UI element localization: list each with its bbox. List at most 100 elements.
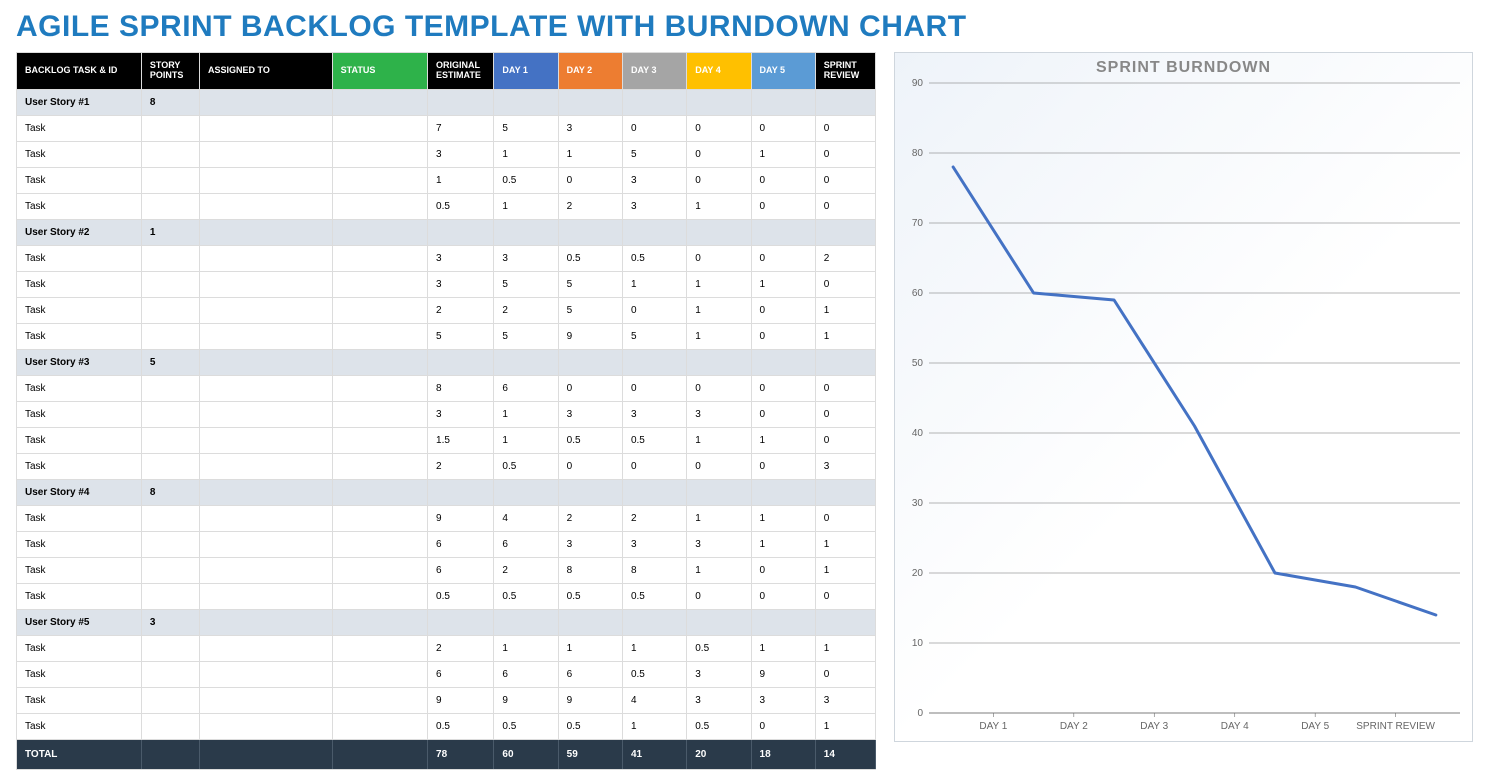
cell-sr[interactable]: 0 [815, 193, 875, 219]
cell-d3[interactable]: 1 [622, 635, 686, 661]
cell-assign[interactable] [199, 661, 332, 687]
cell-points[interactable]: 8 [141, 89, 199, 115]
cell-assign[interactable] [199, 687, 332, 713]
cell-d4[interactable]: 0 [687, 583, 751, 609]
cell-d2[interactable]: 1 [558, 635, 622, 661]
cell-d1[interactable]: 1 [494, 193, 558, 219]
cell-d2[interactable]: 0 [558, 453, 622, 479]
cell-d3[interactable]: 0 [622, 297, 686, 323]
cell-points[interactable] [141, 531, 199, 557]
cell-d1[interactable]: 0.5 [494, 453, 558, 479]
cell-est[interactable]: 8 [428, 375, 494, 401]
cell-assign[interactable] [199, 167, 332, 193]
cell-d2[interactable]: 9 [558, 323, 622, 349]
cell-d4[interactable]: 3 [687, 531, 751, 557]
cell-points[interactable] [141, 271, 199, 297]
cell-sr[interactable]: 1 [815, 635, 875, 661]
cell-d1[interactable] [494, 89, 558, 115]
cell-d2[interactable]: 2 [558, 505, 622, 531]
cell-task[interactable]: Task [17, 245, 141, 271]
cell-d1[interactable]: 0.5 [494, 713, 558, 739]
cell-d3[interactable] [622, 219, 686, 245]
cell-points[interactable] [141, 635, 199, 661]
cell-task[interactable]: Task [17, 427, 141, 453]
cell-d3[interactable]: 0 [622, 115, 686, 141]
cell-sr[interactable] [815, 89, 875, 115]
cell-points[interactable] [141, 401, 199, 427]
cell-d3[interactable]: 0 [622, 453, 686, 479]
cell-est[interactable]: 0.5 [428, 713, 494, 739]
cell-status[interactable] [332, 141, 427, 167]
cell-d3[interactable]: 1 [622, 713, 686, 739]
cell-d2[interactable]: 0 [558, 167, 622, 193]
cell-d4[interactable]: 1 [687, 505, 751, 531]
cell-d4[interactable] [687, 349, 751, 375]
cell-d1[interactable]: 6 [494, 661, 558, 687]
cell-d5[interactable]: 0 [751, 375, 815, 401]
cell-points[interactable] [141, 427, 199, 453]
cell-d2[interactable] [558, 349, 622, 375]
cell-d2[interactable]: 3 [558, 531, 622, 557]
cell-points[interactable] [141, 687, 199, 713]
cell-sr[interactable]: 3 [815, 687, 875, 713]
cell-d3[interactable]: 5 [622, 323, 686, 349]
cell-status[interactable] [332, 687, 427, 713]
cell-assign[interactable] [199, 219, 332, 245]
cell-d2[interactable] [558, 609, 622, 635]
cell-d5[interactable]: 0 [751, 245, 815, 271]
cell-assign[interactable] [199, 635, 332, 661]
cell-status[interactable] [332, 505, 427, 531]
cell-d2[interactable]: 0.5 [558, 427, 622, 453]
cell-d4[interactable]: 3 [687, 401, 751, 427]
cell-d4[interactable]: 0 [687, 141, 751, 167]
cell-points[interactable] [141, 115, 199, 141]
cell-assign[interactable] [199, 193, 332, 219]
cell-d5[interactable]: 1 [751, 271, 815, 297]
cell-d3[interactable]: 3 [622, 401, 686, 427]
cell-sr[interactable]: 0 [815, 271, 875, 297]
cell-d2[interactable]: 9 [558, 687, 622, 713]
cell-assign[interactable] [199, 427, 332, 453]
cell-sr[interactable] [815, 219, 875, 245]
cell-d3[interactable]: 0.5 [622, 661, 686, 687]
cell-d4[interactable]: 3 [687, 687, 751, 713]
cell-status[interactable] [332, 427, 427, 453]
cell-sr[interactable] [815, 479, 875, 505]
cell-d4[interactable]: 0 [687, 375, 751, 401]
cell-sr[interactable]: 0 [815, 167, 875, 193]
cell-status[interactable] [332, 635, 427, 661]
cell-sr[interactable]: 0 [815, 115, 875, 141]
cell-status[interactable] [332, 479, 427, 505]
cell-d3[interactable]: 4 [622, 687, 686, 713]
cell-est[interactable]: 7 [428, 115, 494, 141]
cell-task[interactable]: Task [17, 167, 141, 193]
cell-d1[interactable]: 1 [494, 401, 558, 427]
cell-d4[interactable]: 0 [687, 245, 751, 271]
cell-sr[interactable]: 0 [815, 427, 875, 453]
cell-d5[interactable]: 0 [751, 401, 815, 427]
cell-status[interactable] [332, 115, 427, 141]
cell-d5[interactable]: 0 [751, 453, 815, 479]
cell-points[interactable]: 8 [141, 479, 199, 505]
cell-est[interactable]: 2 [428, 297, 494, 323]
cell-assign[interactable] [199, 557, 332, 583]
cell-status[interactable] [332, 609, 427, 635]
cell-est[interactable]: 3 [428, 245, 494, 271]
cell-status[interactable] [332, 297, 427, 323]
cell-d5[interactable]: 0 [751, 193, 815, 219]
cell-task[interactable]: Task [17, 713, 141, 739]
cell-d2[interactable]: 0 [558, 375, 622, 401]
cell-status[interactable] [332, 167, 427, 193]
cell-status[interactable] [332, 531, 427, 557]
cell-assign[interactable] [199, 713, 332, 739]
cell-sr[interactable]: 1 [815, 297, 875, 323]
cell-d1[interactable]: 2 [494, 557, 558, 583]
cell-sr[interactable]: 3 [815, 453, 875, 479]
cell-d1[interactable] [494, 219, 558, 245]
cell-d5[interactable]: 1 [751, 141, 815, 167]
cell-est[interactable] [428, 219, 494, 245]
cell-d2[interactable]: 8 [558, 557, 622, 583]
cell-est[interactable]: 6 [428, 661, 494, 687]
cell-d5[interactable]: 0 [751, 115, 815, 141]
cell-d3[interactable]: 0.5 [622, 583, 686, 609]
